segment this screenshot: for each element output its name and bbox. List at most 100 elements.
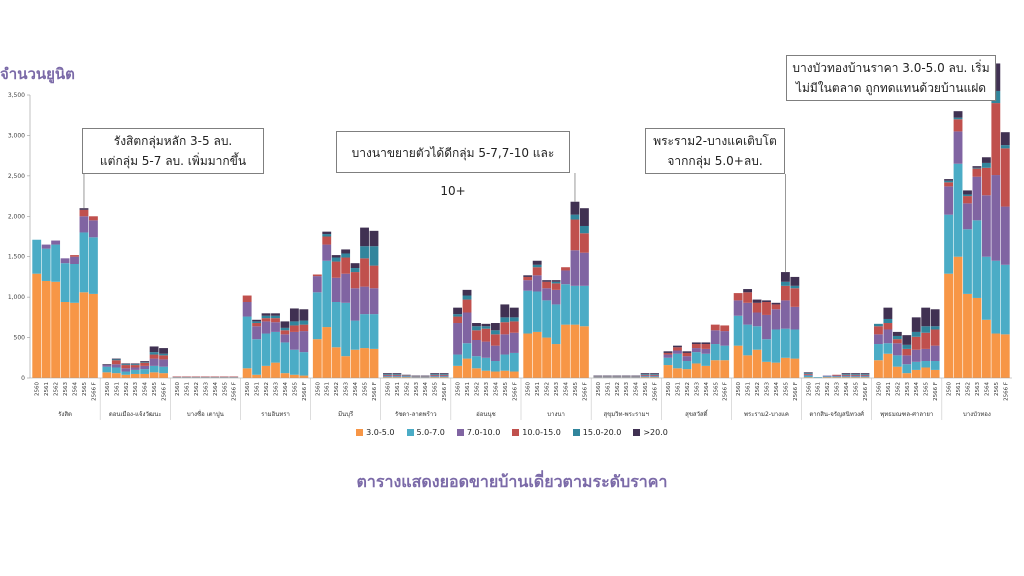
- bar-segment: [350, 272, 360, 289]
- x-tick-label: 2565: [924, 382, 930, 396]
- bar-segment: [41, 248, 51, 281]
- bar-segment: [130, 364, 140, 366]
- legend-item: 7.0-10.0: [456, 428, 501, 437]
- x-tick-label: 2564: [704, 382, 710, 396]
- legend-label: 7.0-10.0: [466, 428, 501, 437]
- bar-segment: [803, 374, 813, 376]
- x-tick-label: 2563: [344, 382, 350, 396]
- bar-segment: [532, 264, 542, 268]
- bar-segment: [261, 333, 271, 366]
- bar-segment: [640, 377, 650, 378]
- bar-segment: [481, 370, 491, 378]
- bar-segment: [892, 335, 902, 340]
- x-tick-label: 2565: [994, 382, 1000, 396]
- bar-segment: [271, 331, 280, 363]
- legend-swatch: [456, 429, 464, 436]
- bar-segment: [570, 250, 580, 286]
- bar-segment: [149, 352, 159, 355]
- x-tick-label: 2560: [245, 382, 251, 396]
- bar-segment: [472, 339, 481, 357]
- x-tick-label: 2561: [746, 382, 752, 396]
- bar-segment: [981, 256, 991, 320]
- x-tick-label: 2563: [694, 382, 700, 396]
- bar-segment: [280, 327, 290, 331]
- bar-segment: [159, 355, 168, 360]
- bar-segment: [832, 374, 842, 376]
- bar-segment: [762, 314, 771, 340]
- bar-segment: [331, 301, 341, 348]
- bar-segment: [892, 366, 902, 378]
- bar-segment: [953, 163, 963, 257]
- bar-segment: [953, 256, 963, 378]
- bar-segment: [88, 220, 98, 238]
- bar-segment: [242, 316, 252, 369]
- bar-segment: [752, 326, 762, 350]
- bar-segment: [369, 230, 379, 247]
- bar-segment: [682, 356, 692, 362]
- x-tick-label: 2564: [844, 382, 850, 396]
- x-tick-label: 2560: [35, 382, 41, 396]
- bar-segment: [710, 324, 720, 331]
- bar-segment: [902, 348, 912, 356]
- bar-segment: [1000, 334, 1010, 378]
- bar-segment: [331, 261, 341, 278]
- bar-segment: [341, 356, 351, 378]
- zone-label: ดอนเมือง-แจ้งวัฒนะ: [109, 410, 162, 418]
- zone-label: บางบัวทอง: [963, 411, 991, 418]
- zone-label: บางซื่อ เตาปูน: [187, 410, 224, 418]
- bar-segment: [851, 374, 860, 376]
- bar-segment: [921, 307, 931, 327]
- bar-segment: [650, 373, 659, 375]
- x-tick-label: 2565: [433, 382, 439, 396]
- bar-segment: [921, 348, 931, 362]
- x-tick-label: 2560: [315, 382, 321, 396]
- bar-segment: [102, 365, 112, 367]
- bar-segment: [551, 304, 561, 345]
- bar-segment: [140, 362, 150, 366]
- x-tick-label: 2561: [816, 382, 822, 396]
- bar-segment: [780, 285, 790, 301]
- bar-segment: [102, 372, 112, 378]
- bar-segment: [874, 344, 883, 361]
- bar-segment: [981, 167, 991, 196]
- bar-segment: [439, 377, 449, 378]
- bar-segment: [453, 316, 463, 324]
- zone-label: รามอินทรา: [261, 411, 290, 418]
- x-tick-label: 2564: [143, 382, 149, 396]
- x-tick-label: 2560: [526, 382, 532, 396]
- bar-segment: [841, 377, 851, 378]
- bar-segment: [551, 289, 561, 305]
- bar-segment: [822, 376, 832, 378]
- bar-segment: [280, 334, 290, 343]
- bar-segment: [682, 351, 692, 353]
- bar-segment: [509, 307, 519, 318]
- bar-segment: [280, 321, 290, 328]
- x-tick-label: 2562: [685, 382, 691, 396]
- bar-segment: [331, 257, 341, 262]
- bar-segment: [331, 277, 341, 302]
- x-tick-label: 2562: [615, 382, 621, 396]
- x-tick-label: 2562: [264, 382, 270, 396]
- x-tick-label: 2562: [404, 382, 410, 396]
- bar-segment: [691, 363, 701, 378]
- bar-segment: [453, 307, 463, 315]
- bar-segment: [532, 260, 542, 265]
- bar-segment: [963, 190, 972, 195]
- bar-segment: [430, 374, 440, 376]
- bar-segment: [860, 376, 870, 378]
- bar-segment: [743, 289, 753, 293]
- bar-segment: [523, 275, 533, 277]
- y-tick-label: 3,500: [8, 92, 25, 99]
- bar-segment: [252, 326, 262, 340]
- bar-segment: [542, 281, 552, 289]
- bar-segment: [710, 360, 720, 378]
- bar-segment: [542, 300, 552, 338]
- bar-segment: [121, 368, 131, 372]
- bar-segment: [261, 315, 271, 319]
- bar-segment: [289, 325, 299, 332]
- bar-segment: [972, 297, 982, 378]
- bar-segment: [650, 373, 659, 374]
- legend-label: 3.0-5.0: [366, 428, 395, 437]
- bar-segment: [762, 300, 771, 302]
- bar-segment: [430, 375, 440, 377]
